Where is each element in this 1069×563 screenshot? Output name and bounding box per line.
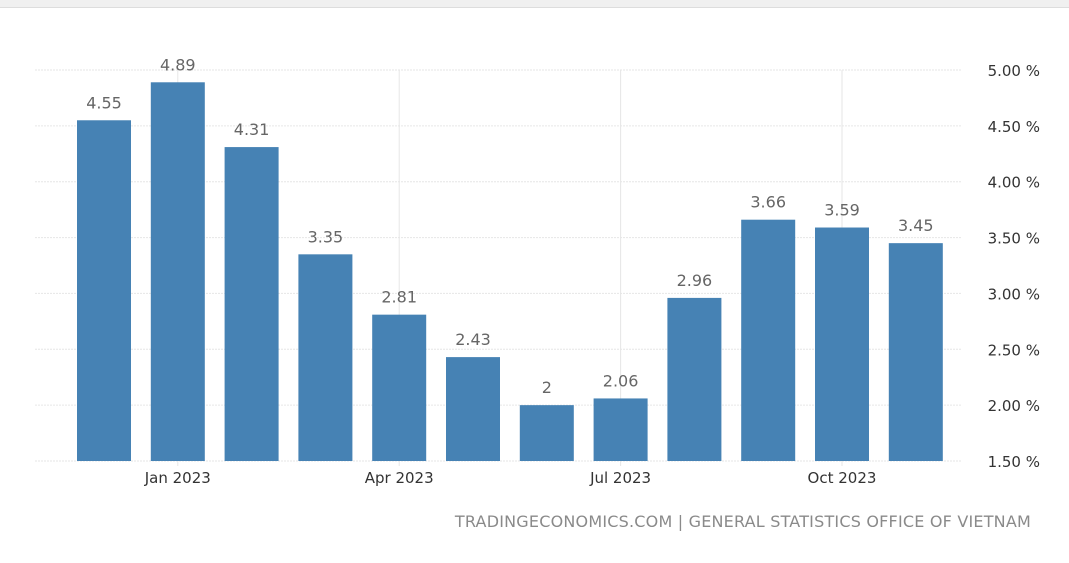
data-label: 3.66 xyxy=(750,193,786,212)
bar xyxy=(446,357,500,461)
data-label: 3.35 xyxy=(308,227,344,246)
bar xyxy=(372,314,427,461)
y-tick-label: 1.50 % xyxy=(988,453,1040,471)
bar xyxy=(150,82,205,461)
x-tick-label: Jul 2023 xyxy=(589,469,651,487)
source-credit: TRADINGECONOMICS.COM | GENERAL STATISTIC… xyxy=(454,512,1031,531)
data-label: 2 xyxy=(542,378,552,397)
data-label: 2.81 xyxy=(381,288,417,307)
y-tick-label: 4.50 % xyxy=(988,118,1040,136)
x-tick-label: Apr 2023 xyxy=(365,469,434,487)
data-label: 4.31 xyxy=(234,120,270,139)
y-tick-label: 2.00 % xyxy=(988,397,1040,415)
data-label: 2.43 xyxy=(455,330,491,349)
y-tick-label: 4.00 % xyxy=(988,174,1040,192)
bar xyxy=(741,219,796,461)
bar xyxy=(77,120,131,462)
bar xyxy=(815,227,869,461)
data-label: 2.06 xyxy=(603,371,639,390)
data-label: 4.89 xyxy=(160,55,196,74)
top-bar xyxy=(0,0,1069,8)
bar xyxy=(298,254,353,461)
y-tick-label: 3.50 % xyxy=(988,230,1040,248)
bar xyxy=(667,297,722,461)
y-tick-label: 5.00 % xyxy=(988,62,1040,80)
y-tick-label: 2.50 % xyxy=(988,341,1040,359)
bar xyxy=(519,405,574,461)
y-tick-label: 3.00 % xyxy=(988,285,1040,303)
bar xyxy=(224,147,279,461)
data-label: 3.45 xyxy=(898,216,934,235)
data-label: 3.59 xyxy=(824,201,860,220)
data-label: 4.55 xyxy=(86,93,122,112)
x-tick-label: Oct 2023 xyxy=(808,469,877,487)
bar xyxy=(593,398,648,461)
x-tick-label: Jan 2023 xyxy=(144,469,211,487)
data-label: 2.96 xyxy=(677,271,713,290)
bar xyxy=(888,243,943,461)
